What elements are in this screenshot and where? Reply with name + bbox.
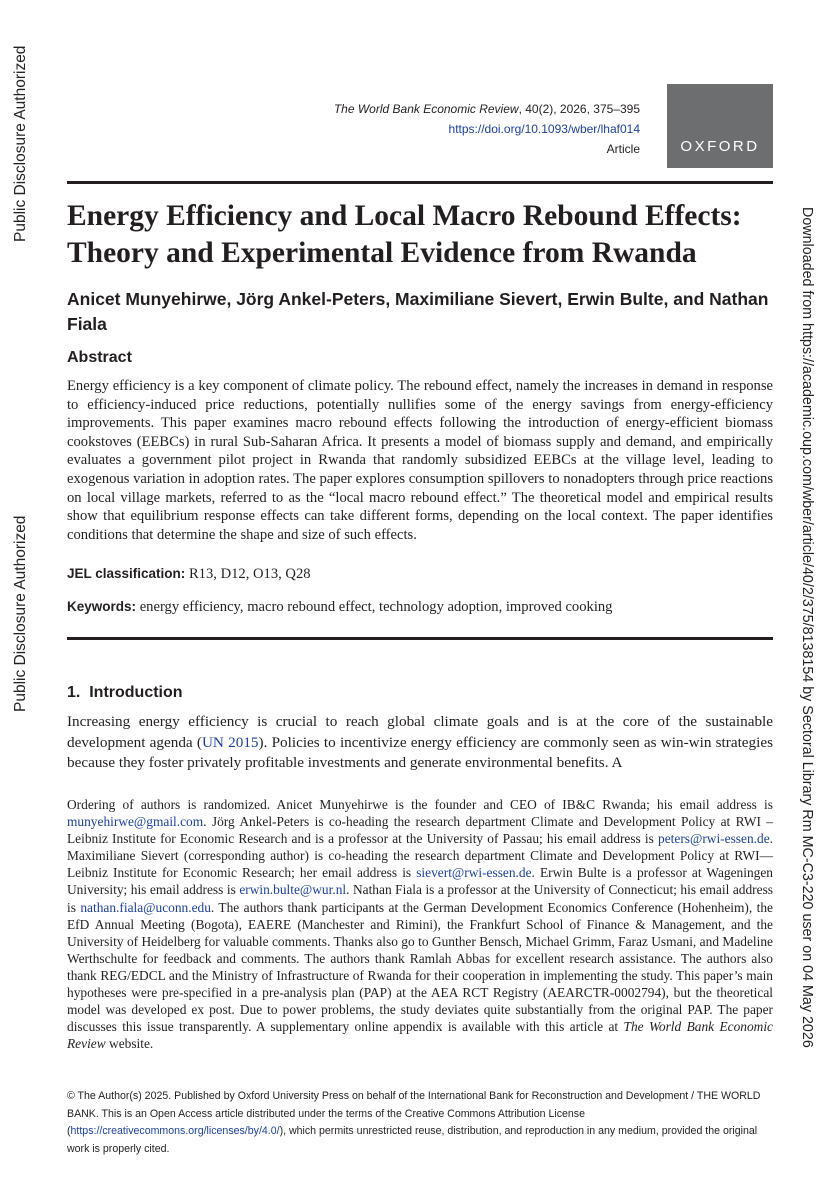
keywords-label: Keywords: bbox=[67, 599, 137, 614]
text: . Erwin Bulte is a professor at Wagening… bbox=[67, 865, 773, 898]
jel: JEL classification: R13, D12, O13, Q28 bbox=[67, 566, 773, 583]
journal-name: The World Bank Economic Review bbox=[67, 1019, 773, 1052]
email-link[interactable]: munyehirwe@gmail.com bbox=[67, 814, 204, 830]
citation: , 40(2), 2026, 375–395 bbox=[518, 102, 640, 116]
abstract-heading: Abstract bbox=[67, 349, 132, 366]
title: Energy Efficiency and Local Macro Reboun… bbox=[67, 200, 742, 269]
disclosure-stamp: Public Disclosure Authorized bbox=[12, 515, 29, 712]
email-link[interactable]: sievert@rwi-essen.de bbox=[416, 865, 532, 881]
keywords: Keywords: energy efficiency, macro rebou… bbox=[67, 599, 773, 616]
authors: Anicet Munyehirwe, Jörg Ankel-Peters, Ma… bbox=[67, 289, 769, 334]
citation-link[interactable]: UN 2015 bbox=[201, 733, 259, 751]
email-link[interactable]: erwin.bulte@wur.nl bbox=[239, 882, 347, 898]
text: Increasing energy efficiency is crucial … bbox=[67, 713, 773, 751]
abstract-text: Energy efficiency is a key component of … bbox=[67, 378, 773, 543]
article-type: Article bbox=[606, 142, 640, 156]
text: . The authors thank participants at the … bbox=[67, 899, 773, 1035]
rule bbox=[67, 637, 773, 640]
text: . Nathan Fiala is a professor at the Uni… bbox=[67, 882, 773, 915]
text: ), which permits unrestricted reuse, dis… bbox=[67, 1125, 758, 1155]
download-note: Downloaded from https://academic.oup.com… bbox=[799, 207, 815, 1048]
footnote: Ordering of authors is randomized. Anice… bbox=[67, 796, 773, 1052]
text: website. bbox=[105, 1036, 154, 1052]
jel-label: JEL classification: bbox=[67, 566, 186, 581]
license: © The Author(s) 2025. Published by Oxfor… bbox=[67, 1088, 777, 1158]
text: ). Policies to incentivize energy effici… bbox=[67, 733, 773, 772]
email-link[interactable]: nathan.fiala@uconn.edu bbox=[80, 899, 211, 915]
journal-name: The World Bank Economic Review bbox=[333, 102, 519, 116]
email-link[interactable]: peters@rwi-essen.de bbox=[658, 831, 770, 847]
text: Ordering of authors is randomized. Anice… bbox=[67, 797, 773, 812]
disclosure-stamp: Public Disclosure Authorized bbox=[12, 45, 29, 242]
paragraph: Increasing energy efficiency is crucial … bbox=[67, 712, 773, 774]
section-number: 1. bbox=[67, 684, 81, 701]
text: . Jörg Ankel-Peters is co-heading the re… bbox=[67, 814, 773, 847]
text: © The Author(s) 2025. Published by Oxfor… bbox=[67, 1090, 761, 1137]
doi-link[interactable]: https://doi.org/10.1093/wber/lhaf014 bbox=[448, 122, 640, 136]
keywords-text: energy efficiency, macro rebound effect,… bbox=[139, 599, 613, 615]
section-heading: 1. Introduction bbox=[67, 684, 183, 702]
rule bbox=[67, 181, 773, 184]
license-link[interactable]: https://creativecommons.org/licenses/by/… bbox=[70, 1125, 280, 1137]
text: . Maximiliane Sievert (corresponding aut… bbox=[67, 831, 773, 881]
journal-citation: The World Bank Economic Review, 40(2), 2… bbox=[334, 102, 640, 116]
section-title: Introduction bbox=[89, 684, 183, 701]
publisher-logo: OXFORD bbox=[667, 84, 773, 168]
jel-codes: R13, D12, O13, Q28 bbox=[188, 566, 311, 582]
